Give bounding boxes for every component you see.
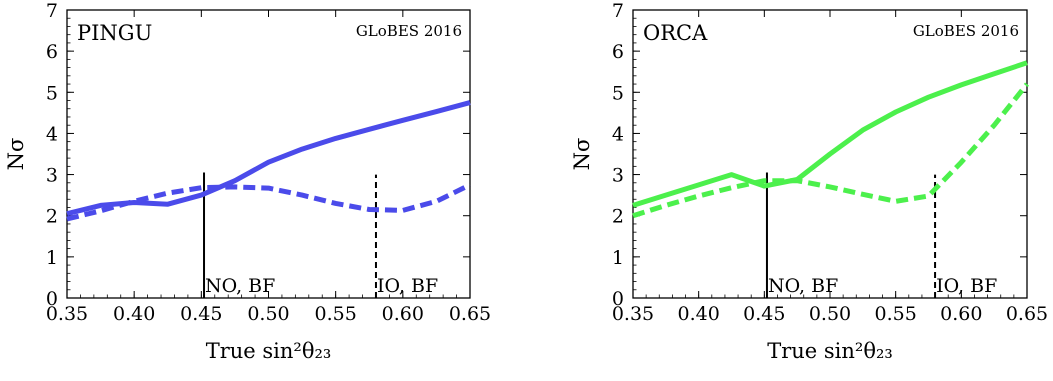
plot-frame [66, 9, 471, 299]
y-tick-label: 3 [46, 165, 58, 187]
x-tick-label: 0.65 [449, 303, 491, 325]
y-tick-label: 3 [612, 165, 624, 187]
y-tick-label: 0 [46, 288, 58, 310]
panel-title: ORCA [643, 21, 708, 45]
chart-panel-orca: 0.35 0.40 0.45 0.50 0.55 0.60 0.65 0 1 2 3 4 5 6 7 True… [570, 0, 1048, 363]
series-line-dashed [632, 82, 1029, 219]
y-tick-label: 1 [612, 247, 624, 269]
y-tick-label: 5 [612, 82, 624, 104]
annotation-label: NO, BF [768, 275, 838, 297]
chart-panel-pingu: 0.35 0.40 0.45 0.50 0.55 0.60 0.65 0 1 2 3 4 5 6 7 True… [4, 0, 491, 363]
x-axis-label: True sin²θ₂₃ [767, 339, 893, 363]
y-tick-label: 5 [46, 82, 58, 104]
y-tick-label: 1 [46, 247, 58, 269]
y-tick-label: 4 [46, 123, 58, 145]
x-tick-label: 0.60 [940, 303, 982, 325]
y-tick-label: 4 [612, 123, 624, 145]
x-tick-label: 0.35 [46, 303, 88, 325]
series-line-dashed [66, 182, 472, 222]
y-tick-label: 2 [612, 206, 624, 228]
annotation-label: NO, BF [205, 275, 275, 297]
x-tick-label: 0.40 [678, 303, 720, 325]
series-line-solid [632, 60, 1028, 208]
y-axis-label: Nσ [570, 138, 594, 171]
x-tick-label: 0.55 [875, 303, 917, 325]
annotation-label: IO, BF [936, 275, 997, 297]
y-tick-label: 2 [46, 206, 58, 228]
x-tick-label: 0.65 [1006, 303, 1048, 325]
x-tick-label: 0.60 [382, 303, 424, 325]
x-tick-label: 0.50 [809, 303, 851, 325]
x-tick-label: 0.45 [180, 303, 222, 325]
x-tick-label: 0.50 [247, 303, 289, 325]
watermark-label: GLoBES 2016 [356, 22, 462, 40]
y-tick-label: 7 [612, 0, 624, 22]
x-tick-label: 0.55 [315, 303, 357, 325]
x-tick-label: 0.45 [743, 303, 785, 325]
watermark-label: GLoBES 2016 [913, 22, 1019, 40]
series-line-solid [66, 100, 471, 217]
y-tick-label: 0 [612, 288, 624, 310]
x-tick-label: 0.40 [113, 303, 155, 325]
x-tick-label: 0.35 [612, 303, 654, 325]
y-axis-label: Nσ [4, 138, 28, 171]
panel-title: PINGU [77, 21, 152, 45]
y-tick-label: 6 [612, 41, 624, 63]
y-tick-label: 6 [46, 41, 58, 63]
x-axis-label: True sin²θ₂₃ [206, 339, 332, 363]
annotation-label: IO, BF [377, 275, 438, 297]
y-tick-label: 7 [46, 0, 58, 22]
